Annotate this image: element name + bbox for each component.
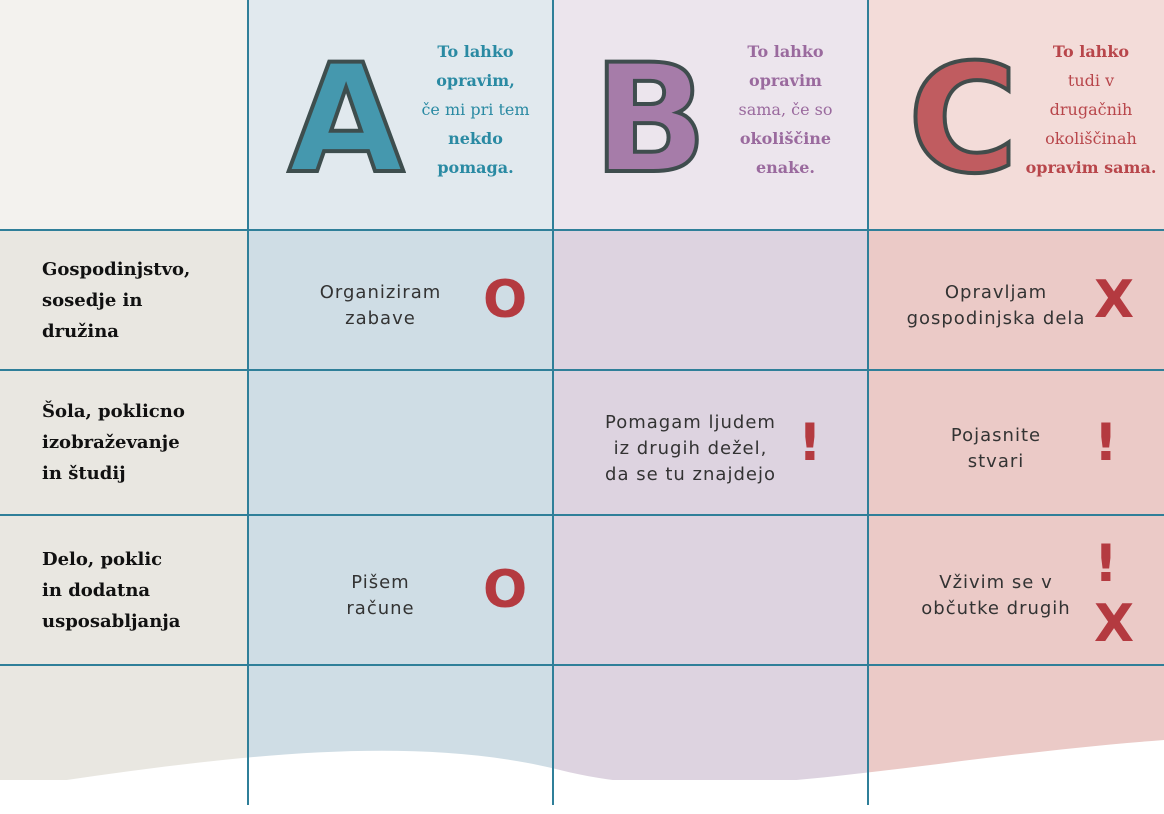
header-line: To lahko xyxy=(747,42,824,61)
row-label: družina xyxy=(42,320,119,342)
header-line: opravim sama. xyxy=(1025,158,1157,177)
row-label: sosedje in xyxy=(42,289,143,311)
row-label: in dodatna xyxy=(42,579,151,601)
column-letter: C xyxy=(906,33,1020,207)
symbol: X xyxy=(1094,270,1135,330)
row-label: in študij xyxy=(42,463,126,484)
column-letter: A xyxy=(286,33,406,207)
cell-text: iz drugih dežel, xyxy=(613,437,768,459)
header-line: če mi pri tem xyxy=(421,100,530,119)
header-line: To lahko xyxy=(1052,42,1130,61)
cell-text: stvari xyxy=(967,450,1025,472)
symbol: ! xyxy=(1094,412,1118,473)
cell-text: Opravljam xyxy=(944,282,1048,303)
column-letter: B xyxy=(591,33,709,207)
column-header-bg xyxy=(868,0,1164,230)
column-body-bg xyxy=(553,230,868,780)
header-line: okoliščinah xyxy=(1045,129,1137,148)
row-label: Šola, poklicno xyxy=(42,401,185,422)
symbol: ! xyxy=(798,412,822,473)
cell-text: gospodinjska dela xyxy=(906,308,1086,329)
label-column-bg xyxy=(0,230,248,780)
label-column-header-bg xyxy=(0,0,248,230)
header-line: pomaga. xyxy=(437,158,514,177)
symbol: O xyxy=(483,560,528,620)
cell-text: Vživim se v xyxy=(939,572,1053,593)
row-label: izobraževanje xyxy=(42,432,180,453)
symbol: ! xyxy=(1094,534,1118,594)
cell-text: račune xyxy=(346,598,415,619)
column-header-bg xyxy=(553,0,868,230)
wave xyxy=(0,740,1164,814)
symbol: X xyxy=(1094,594,1135,654)
header-line: drugačnih xyxy=(1049,100,1133,119)
symbol: O xyxy=(483,270,528,330)
cell-text: Organiziram xyxy=(319,282,442,303)
column-body-bg xyxy=(248,230,553,780)
cell-text: Pomagam ljudem xyxy=(605,411,776,433)
header-line: opravim xyxy=(749,71,822,90)
cell-text: Pišem xyxy=(351,572,410,593)
header-line: opravim, xyxy=(436,71,515,90)
header-line: enake. xyxy=(755,158,815,177)
row-label: Delo, poklic xyxy=(42,548,163,570)
cell-text: zabave xyxy=(345,308,416,329)
cell-text: Pojasnite xyxy=(950,424,1042,446)
row-label: usposabljanja xyxy=(42,610,181,632)
header-line: nekdo xyxy=(448,129,503,148)
header-line: tudi v xyxy=(1067,71,1115,90)
header-line: okoliščine xyxy=(739,129,832,148)
cell-text: da se tu znajdejo xyxy=(605,463,776,485)
row-label: Gospodinjstvo, xyxy=(42,258,191,280)
header-line: To lahko xyxy=(437,42,514,61)
column-body-bg xyxy=(868,230,1164,780)
cell-text: občutke drugih xyxy=(921,598,1071,619)
column-header-bg xyxy=(248,0,553,230)
header-line: sama, če so xyxy=(738,100,833,119)
